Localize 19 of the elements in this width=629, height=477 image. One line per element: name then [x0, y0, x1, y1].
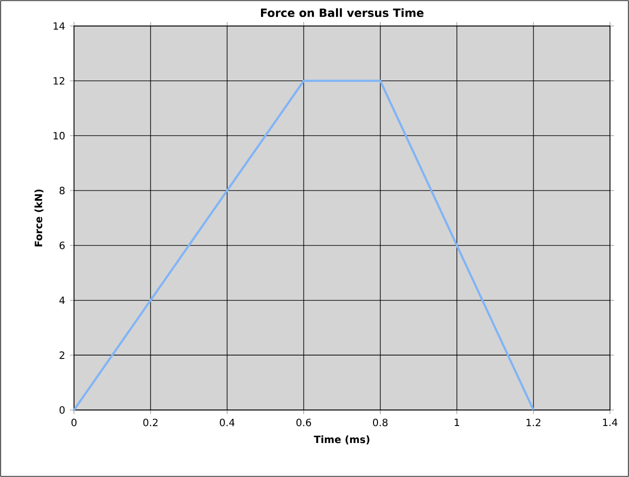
y-tick-label: 6 — [60, 242, 65, 250]
y-tick-label: 14 — [54, 22, 65, 30]
x-axis-title: Time (ms) — [314, 435, 370, 444]
y-tick-label: 8 — [60, 186, 65, 194]
x-tick-label: 0.8 — [373, 418, 388, 426]
y-tick-label: 12 — [54, 77, 64, 85]
x-tick-label: 0.4 — [220, 418, 235, 426]
y-tick-label: 2 — [60, 351, 64, 359]
y-tick-label: 0 — [60, 406, 65, 414]
x-tick-label: 1.4 — [603, 418, 618, 426]
y-tick-label: 10 — [54, 132, 65, 140]
x-tick-label: 1.2 — [526, 418, 540, 426]
x-tick-label: 1 — [454, 418, 460, 426]
y-tick-label: 4 — [59, 296, 65, 304]
chart-title: Force on Ball versus Time — [261, 8, 424, 18]
y-axis-title: Force (kN) — [34, 190, 44, 246]
x-tick-label: 0.6 — [296, 418, 312, 426]
x-tick-label: 0 — [71, 418, 77, 426]
x-tick-label: 0.2 — [143, 418, 158, 426]
